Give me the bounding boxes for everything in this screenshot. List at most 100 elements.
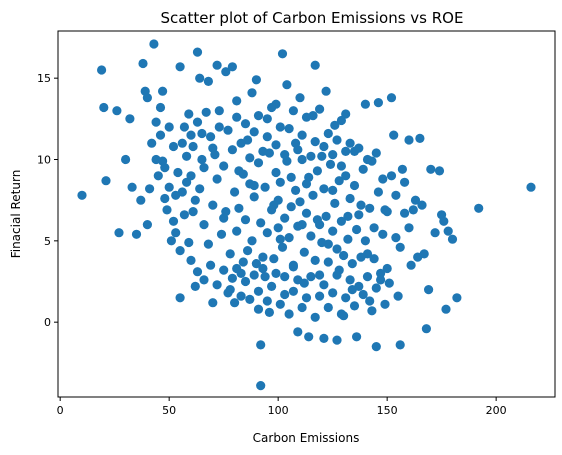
- data-point: [138, 58, 148, 69]
- data-point: [382, 263, 392, 274]
- data-point: [199, 220, 209, 230]
- data-point: [175, 246, 185, 256]
- data-point: [267, 205, 277, 215]
- data-point: [384, 278, 394, 288]
- data-point: [369, 223, 379, 233]
- data-point: [360, 99, 370, 109]
- data-point: [395, 242, 405, 252]
- data-point: [236, 291, 246, 301]
- data-point: [397, 164, 407, 174]
- data-point: [312, 166, 322, 176]
- data-point: [147, 138, 157, 148]
- data-point: [145, 184, 155, 194]
- data-point: [230, 187, 240, 197]
- data-point: [125, 114, 135, 124]
- data-point: [219, 161, 229, 171]
- data-point: [186, 255, 196, 265]
- data-point: [293, 275, 303, 285]
- data-point: [328, 185, 338, 195]
- data-point: [284, 309, 294, 319]
- data-point: [212, 280, 222, 290]
- data-point: [345, 275, 355, 285]
- data-point: [343, 234, 353, 244]
- x-tick-label: 200: [486, 404, 507, 417]
- data-point: [345, 193, 355, 204]
- data-point: [271, 140, 281, 150]
- data-point: [339, 250, 349, 261]
- data-point: [286, 172, 296, 182]
- data-point: [395, 340, 405, 350]
- data-point: [319, 333, 329, 343]
- data-point: [262, 296, 272, 306]
- y-tick-label: 15: [37, 72, 51, 85]
- data-point: [308, 190, 318, 200]
- y-tick-label: 10: [37, 154, 51, 167]
- data-point: [282, 80, 292, 90]
- data-point: [288, 106, 298, 116]
- data-point: [251, 75, 261, 85]
- data-point: [238, 257, 248, 267]
- data-point: [182, 177, 192, 187]
- data-point: [214, 106, 224, 116]
- data-point: [280, 289, 290, 300]
- x-axis-label: Carbon Emissions: [253, 431, 360, 445]
- data-point: [310, 255, 320, 265]
- data-point: [284, 233, 294, 243]
- data-point: [373, 98, 383, 108]
- data-point: [297, 130, 307, 140]
- data-point: [247, 88, 257, 98]
- data-point: [262, 228, 272, 238]
- data-point: [319, 184, 329, 194]
- data-point: [360, 236, 370, 246]
- data-point: [452, 293, 462, 303]
- data-point: [358, 164, 368, 174]
- data-point: [206, 132, 216, 142]
- data-point: [349, 301, 360, 311]
- data-point: [275, 234, 285, 244]
- data-point: [330, 198, 340, 208]
- data-point: [295, 93, 305, 103]
- data-point: [197, 154, 207, 165]
- data-point: [341, 171, 351, 181]
- data-point: [386, 171, 397, 181]
- data-point: [275, 299, 285, 309]
- data-point: [275, 177, 285, 187]
- data-point: [382, 207, 392, 217]
- data-point: [267, 102, 277, 113]
- data-point: [227, 62, 237, 72]
- data-point: [299, 247, 309, 257]
- data-point: [249, 270, 259, 280]
- data-point: [212, 60, 222, 70]
- data-point: [253, 158, 264, 168]
- data-point: [336, 115, 346, 126]
- data-point: [245, 153, 255, 163]
- data-point: [277, 49, 288, 59]
- data-point: [240, 215, 251, 225]
- data-point: [280, 213, 290, 223]
- x-tick-label: 0: [57, 404, 64, 417]
- data-point: [393, 291, 403, 301]
- data-point: [173, 167, 183, 178]
- data-point: [391, 233, 401, 243]
- data-point: [192, 117, 203, 127]
- data-point: [121, 154, 131, 165]
- data-point: [389, 130, 399, 140]
- data-point: [273, 195, 283, 205]
- data-point: [356, 200, 366, 210]
- data-point: [271, 268, 281, 278]
- data-point: [328, 226, 338, 236]
- data-point: [240, 119, 251, 129]
- data-point: [376, 275, 386, 285]
- data-point: [249, 192, 259, 202]
- plot-frame: [57, 30, 556, 398]
- data-point: [195, 184, 205, 194]
- data-point: [197, 128, 207, 139]
- data-point: [417, 200, 427, 210]
- data-point: [199, 275, 209, 285]
- data-point: [175, 62, 185, 72]
- data-point: [362, 154, 373, 165]
- data-point: [184, 109, 194, 119]
- data-point: [410, 195, 421, 205]
- data-point: [232, 263, 242, 274]
